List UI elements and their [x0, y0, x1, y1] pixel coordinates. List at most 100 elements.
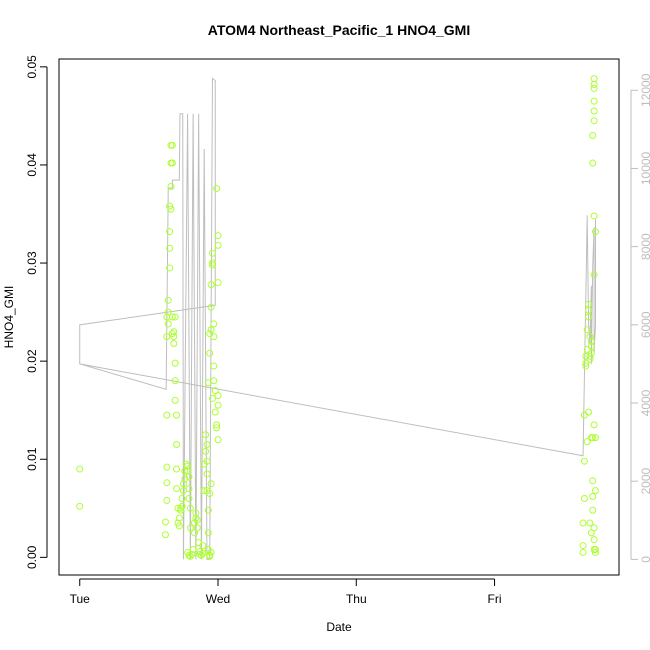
data-point: [580, 457, 588, 465]
right-axis-tick-label: 2000: [639, 468, 650, 495]
data-point: [590, 107, 598, 115]
data-point: [210, 320, 218, 328]
data-point: [161, 518, 169, 526]
data-point: [580, 494, 588, 502]
data-point: [214, 241, 222, 249]
data-point: [582, 359, 590, 367]
data-point: [175, 522, 183, 530]
data-point: [207, 548, 215, 556]
data-point: [590, 117, 598, 125]
data-point: [590, 536, 598, 544]
data-point: [206, 552, 214, 560]
data-point: [585, 313, 593, 321]
left-axis-tick-label: 0.05: [25, 55, 39, 79]
data-point: [207, 326, 215, 334]
data-point: [186, 504, 194, 512]
right-axis-tick-label: 6000: [639, 311, 650, 338]
data-point: [214, 279, 222, 287]
data-point: [210, 333, 218, 341]
data-point: [589, 159, 597, 167]
right-axis: 0 2000 4000 6000 8000 10000 12000: [630, 73, 650, 563]
data-point: [195, 539, 203, 547]
data-point: [579, 519, 587, 527]
data-point: [163, 411, 171, 419]
bottom-axis-tick-label: Wed: [206, 592, 230, 606]
series-line: [79, 77, 596, 560]
data-point: [164, 320, 172, 328]
data-point: [199, 542, 207, 550]
chart-title: ATOM4 Northeast_Pacific_1 HNO4_GMI: [208, 22, 470, 38]
data-point: [203, 441, 211, 449]
data-point: [188, 550, 196, 558]
y-axis-label: HNO4_GMI: [2, 286, 16, 349]
data-point: [214, 401, 222, 409]
data-point: [579, 548, 587, 556]
plot-area: [58, 58, 620, 576]
data-point: [175, 514, 183, 522]
data-point: [192, 514, 200, 522]
data-point: [591, 487, 599, 495]
data-point: [580, 411, 588, 419]
data-point: [200, 487, 208, 495]
data-point: [206, 330, 214, 338]
data-point: [199, 549, 207, 557]
data-point: [177, 504, 185, 512]
data-point: [583, 438, 591, 446]
data-point: [170, 339, 178, 347]
data-point: [189, 545, 197, 553]
bottom-axis-tick-label: Tue: [70, 592, 91, 606]
data-point: [166, 228, 174, 236]
data-point: [168, 313, 176, 321]
data-point: [166, 264, 174, 272]
data-point: [589, 434, 597, 442]
data-point: [590, 81, 598, 89]
data-point: [178, 502, 186, 510]
right-axis-tick-label: 4000: [639, 389, 650, 416]
data-point: [182, 460, 190, 468]
data-point: [163, 496, 171, 504]
data-point: [164, 308, 172, 316]
data-point: [184, 462, 192, 470]
left-axis-tick-label: 0.00: [25, 545, 39, 569]
right-axis-tick-label: 12000: [639, 73, 650, 107]
data-point: [210, 377, 218, 385]
x-axis-label: Date: [326, 620, 352, 634]
data-point: [208, 259, 216, 267]
data-point: [591, 548, 599, 556]
data-point: [203, 457, 211, 465]
data-point: [76, 502, 84, 510]
data-point: [589, 493, 597, 501]
data-point: [167, 183, 175, 191]
data-point: [590, 97, 598, 105]
data-point: [585, 306, 593, 314]
data-point: [204, 529, 212, 537]
left-axis-tick-label: 0.02: [25, 349, 39, 373]
data-point: [173, 485, 181, 493]
data-point: [587, 338, 595, 346]
data-point: [168, 141, 176, 149]
data-point: [208, 249, 216, 257]
data-point: [197, 551, 205, 559]
data-point: [203, 470, 211, 478]
data-point: [76, 465, 84, 473]
data-point: [170, 328, 178, 336]
data-point: [171, 377, 179, 385]
data-point: [185, 473, 193, 481]
data-point: [590, 84, 598, 92]
data-point: [167, 205, 175, 213]
data-point: [208, 394, 216, 402]
data-point: [583, 326, 591, 334]
data-point: [179, 480, 187, 488]
data-point: [173, 441, 181, 449]
data-point: [178, 494, 186, 502]
data-point: [204, 506, 212, 514]
data-point: [214, 436, 222, 444]
line-series-layer: [79, 77, 596, 560]
data-point: [590, 75, 598, 83]
data-point: [202, 431, 210, 439]
data-point: [213, 421, 221, 429]
data-point: [163, 463, 171, 471]
data-point: [192, 509, 200, 517]
bottom-axis: Tue Wed Thu Fri: [70, 578, 502, 606]
data-point: [214, 391, 222, 399]
